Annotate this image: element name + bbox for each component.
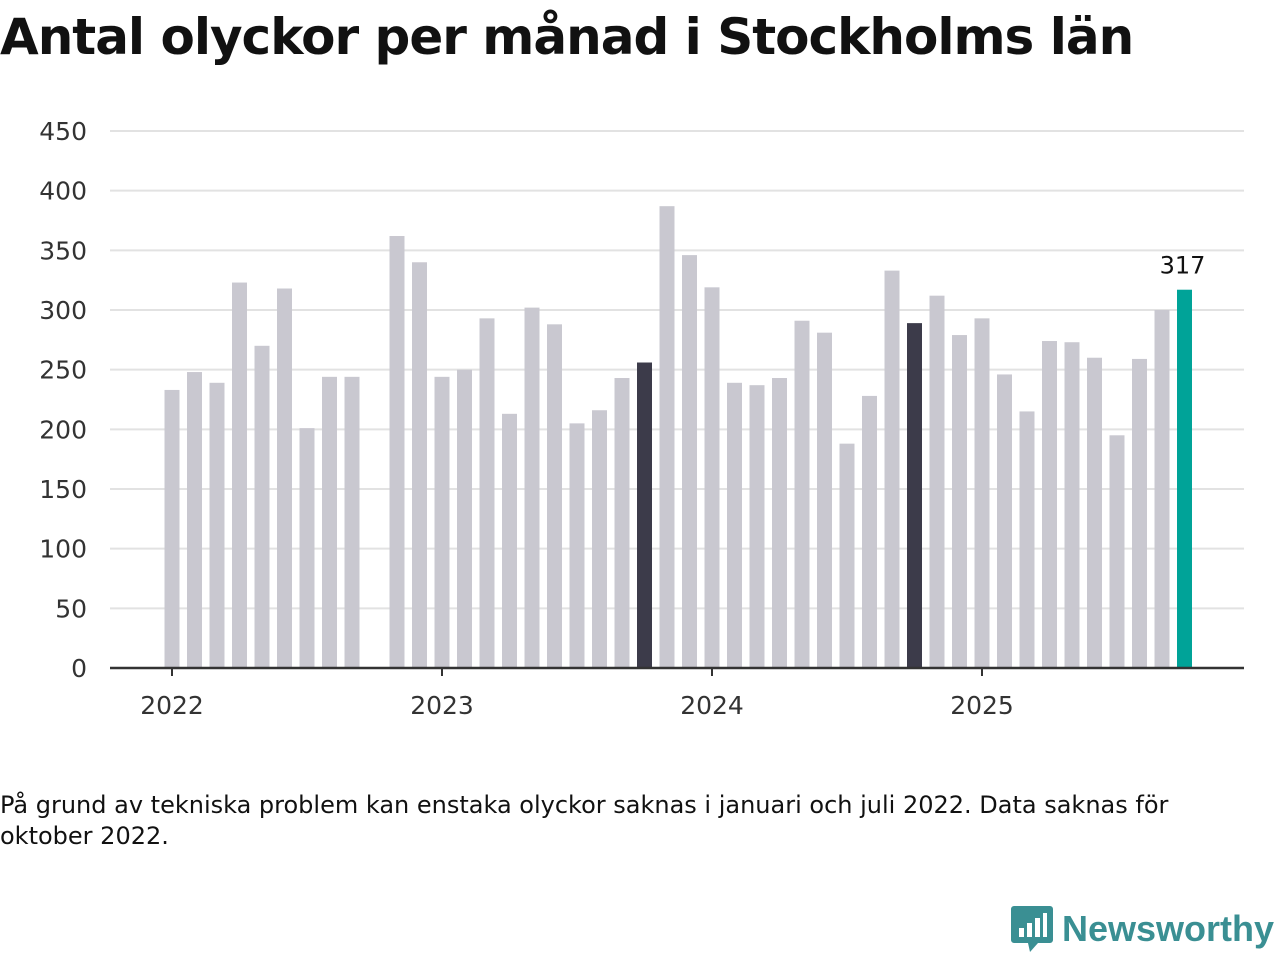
bar-2024-04 — [772, 378, 787, 668]
bar-2024-05 — [794, 320, 810, 668]
bar-2024-11 — [929, 295, 945, 668]
x-tick-label: 2025 — [950, 691, 1014, 720]
bar-2022-05 — [254, 345, 270, 668]
chart-title: Antal olyckor per månad i Stockholms län — [0, 8, 1134, 66]
brand-name: Newsworthy — [1061, 908, 1274, 949]
bar-2023-10 — [637, 362, 652, 668]
bar-2022-06 — [277, 288, 292, 668]
bar-2022-11 — [389, 236, 405, 668]
bar-2024-08 — [862, 395, 877, 668]
data-label: 317 — [1160, 252, 1206, 280]
y-tick-label: 200 — [39, 415, 87, 444]
bar-2025-05 — [1064, 342, 1080, 668]
y-tick-label: 50 — [55, 594, 87, 623]
y-tick-label: 150 — [39, 475, 87, 504]
bar-2022-03 — [209, 382, 225, 668]
data-labels: 317 — [1160, 252, 1206, 280]
bar-2023-08 — [592, 410, 607, 668]
bar-2025-03 — [1019, 411, 1035, 668]
bar-2022-04 — [232, 282, 247, 668]
footnote: På grund av tekniska problem kan enstaka… — [0, 791, 1169, 850]
y-tick-label: 250 — [39, 356, 87, 385]
bar-2023-06 — [547, 324, 562, 668]
bar-2023-12 — [682, 255, 697, 668]
bar-2022-02 — [187, 372, 202, 668]
bar-2022-12 — [412, 262, 427, 668]
y-tick-label: 350 — [39, 236, 87, 265]
bar-2025-02 — [997, 374, 1012, 668]
bar-2022-07 — [299, 428, 315, 668]
bar-2024-10 — [907, 323, 922, 668]
bar-2024-02 — [727, 382, 742, 668]
x-tick-label: 2023 — [410, 691, 474, 720]
bar-2025-09 — [1154, 310, 1170, 668]
y-tick-label: 0 — [71, 654, 87, 683]
bar-2022-09 — [344, 376, 360, 668]
bar-2023-05 — [524, 307, 540, 668]
y-tick-label: 450 — [39, 117, 87, 146]
bar-2025-01 — [974, 318, 990, 668]
bar-2022-08 — [322, 376, 337, 668]
brand-logo: Newsworthy — [1010, 902, 1274, 956]
x-axis: 2022 2023 2024 2025 — [110, 666, 1244, 720]
x-tick-label: 2022 — [140, 691, 204, 720]
x-tick-label: 2024 — [680, 691, 744, 720]
bars — [164, 206, 1192, 668]
bar-2023-01 — [434, 376, 450, 668]
bar-2023-09 — [614, 378, 630, 668]
bar-2024-03 — [749, 385, 765, 668]
bar-2025-07 — [1109, 435, 1125, 668]
bar-2023-04 — [502, 413, 517, 668]
bar-2024-06 — [817, 332, 832, 668]
bar-2025-06 — [1087, 357, 1102, 668]
bar-2024-09 — [884, 270, 900, 668]
bar-2023-03 — [479, 318, 495, 668]
bar-2025-08 — [1132, 358, 1147, 668]
bar-2025-04 — [1042, 341, 1057, 668]
chart-bubble-icon — [1010, 906, 1053, 952]
y-tick-label: 400 — [39, 177, 87, 206]
bar-2023-11 — [659, 206, 675, 668]
gridlines — [110, 130, 1244, 610]
bar-2024-01 — [704, 287, 720, 668]
y-tick-label: 100 — [39, 535, 87, 564]
bar-2025-10 — [1177, 289, 1192, 668]
bar-chart: 0 50 100 150 200 250 300 350 400 450 2022 2023 2024… — [39, 117, 1244, 720]
bar-2024-12 — [952, 335, 967, 668]
bar-2024-07 — [839, 443, 855, 668]
bar-2023-07 — [569, 423, 585, 668]
y-tick-label: 300 — [39, 296, 87, 325]
y-axis-ticks: 0 50 100 150 200 250 300 350 400 450 — [39, 117, 87, 683]
bar-2023-02 — [457, 369, 472, 668]
bar-2022-01 — [164, 389, 180, 668]
